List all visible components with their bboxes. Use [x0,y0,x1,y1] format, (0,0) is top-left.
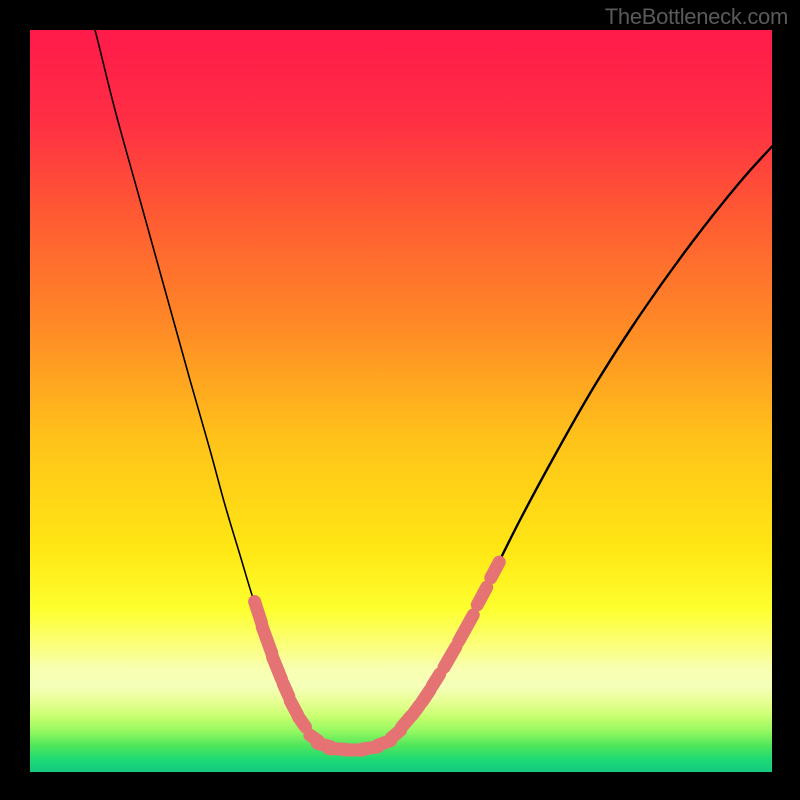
curve-marker [422,690,430,702]
curve-marker [477,587,486,605]
chart-background [30,30,772,772]
curve-marker [299,717,306,727]
watermark-text: TheBottleneck.com [605,4,788,30]
curve-marker [255,602,262,623]
bottleneck-chart [30,30,772,772]
curve-marker [432,674,439,686]
curve-marker [273,657,282,679]
curve-marker [491,562,499,578]
curve-marker [283,684,289,697]
curve-marker [262,627,272,653]
